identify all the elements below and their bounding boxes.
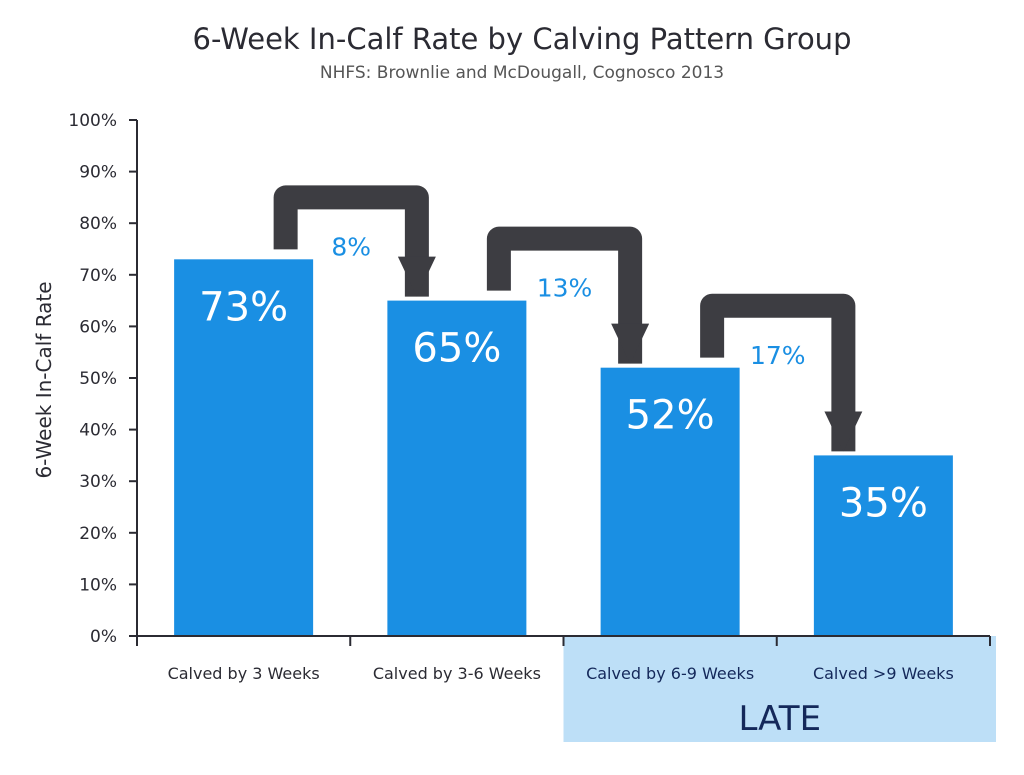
y-tick-label: 0% bbox=[90, 627, 117, 647]
x-tick-label: Calved >9 Weeks bbox=[813, 664, 954, 683]
drop-arrow bbox=[273, 185, 436, 297]
y-tick-label: 10% bbox=[79, 575, 117, 595]
late-highlight-box bbox=[563, 636, 996, 742]
x-tick-label: Calved by 6-9 Weeks bbox=[586, 664, 754, 683]
y-tick-label: 30% bbox=[79, 472, 117, 492]
data-label: 73% bbox=[199, 284, 288, 330]
drop-arrow bbox=[700, 293, 863, 452]
chart-subtitle: NHFS: Brownlie and McDougall, Cognosco 2… bbox=[319, 63, 725, 83]
bar bbox=[600, 367, 740, 636]
drop-label: 17% bbox=[750, 341, 806, 370]
y-tick-label: 50% bbox=[79, 369, 117, 389]
y-tick-label: 100% bbox=[68, 111, 117, 131]
drop-label: 8% bbox=[331, 232, 371, 261]
drop-label: 13% bbox=[537, 274, 593, 303]
y-tick-label: 60% bbox=[79, 317, 117, 337]
bar bbox=[387, 300, 527, 636]
x-tick-label: Calved by 3-6 Weeks bbox=[373, 664, 541, 683]
drop-arrow bbox=[486, 226, 650, 364]
bar bbox=[174, 259, 314, 636]
chart-title: 6-Week In-Calf Rate by Calving Pattern G… bbox=[192, 22, 852, 56]
data-label: 35% bbox=[839, 480, 928, 526]
y-tick-label: 40% bbox=[79, 421, 117, 441]
y-tick-label: 70% bbox=[79, 266, 117, 286]
late-label: LATE bbox=[738, 699, 821, 739]
data-label: 52% bbox=[626, 393, 715, 439]
bar bbox=[813, 455, 953, 636]
y-tick-label: 80% bbox=[79, 214, 117, 234]
y-tick-label: 90% bbox=[79, 163, 117, 183]
data-label: 65% bbox=[412, 326, 501, 372]
x-tick-label: Calved by 3 Weeks bbox=[168, 664, 320, 683]
y-tick-label: 20% bbox=[79, 524, 117, 544]
